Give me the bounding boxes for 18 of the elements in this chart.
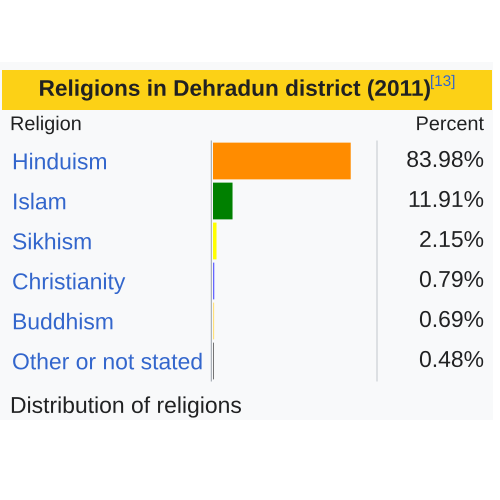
data-label: 2.15% [420,230,484,248]
bar [213,222,217,260]
y-tick-label: Islam [14,192,66,210]
y-tick-label: Sikhism [13,232,91,250]
data-label: 11.91% [410,190,484,208]
data-label: 0.69% [420,310,484,328]
data-label: 83.98% [407,150,484,168]
bar [213,182,233,220]
y-tick-label: Hinduism [14,152,106,170]
y-axis-title: Religion [12,116,80,134]
data-label: 0.48% [420,350,484,368]
bar [213,142,351,180]
y-tick-label: Christianity [13,272,126,294]
x-axis-title: Percent [417,116,484,130]
text: Distribution of religions [12,396,241,418]
data-label: 0.79% [420,270,484,288]
y-tick-label: Other or not stated [13,352,202,370]
y-tick-label: Buddhism [14,312,112,330]
